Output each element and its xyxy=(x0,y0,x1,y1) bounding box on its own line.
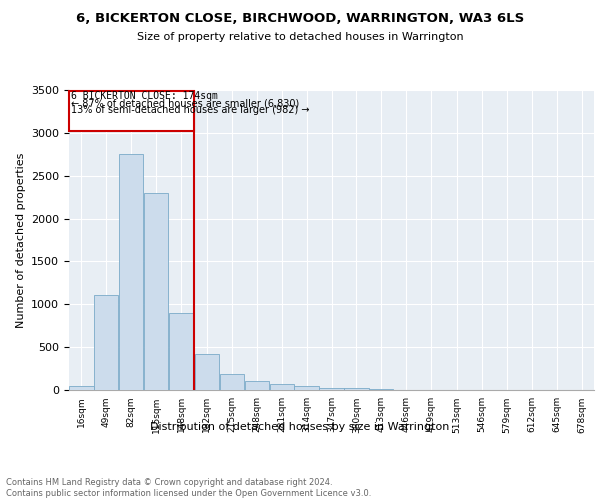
FancyBboxPatch shape xyxy=(69,91,194,131)
Bar xyxy=(119,154,143,390)
Y-axis label: Number of detached properties: Number of detached properties xyxy=(16,152,26,328)
Bar xyxy=(319,388,344,390)
Bar xyxy=(94,296,118,390)
Text: ← 87% of detached houses are smaller (6,830): ← 87% of detached houses are smaller (6,… xyxy=(71,98,299,108)
Bar xyxy=(269,384,294,390)
Bar xyxy=(220,374,244,390)
Bar xyxy=(144,193,169,390)
Text: Contains HM Land Registry data © Crown copyright and database right 2024.
Contai: Contains HM Land Registry data © Crown c… xyxy=(6,478,371,498)
Bar xyxy=(295,386,319,390)
Bar xyxy=(344,388,368,390)
Bar xyxy=(369,389,394,390)
Text: 6, BICKERTON CLOSE, BIRCHWOOD, WARRINGTON, WA3 6LS: 6, BICKERTON CLOSE, BIRCHWOOD, WARRINGTO… xyxy=(76,12,524,26)
Bar xyxy=(195,354,219,390)
Bar xyxy=(70,386,94,390)
Text: 6 BICKERTON CLOSE: 174sqm: 6 BICKERTON CLOSE: 174sqm xyxy=(71,92,218,102)
Bar xyxy=(245,380,269,390)
Text: Distribution of detached houses by size in Warrington: Distribution of detached houses by size … xyxy=(151,422,449,432)
Text: 13% of semi-detached houses are larger (982) →: 13% of semi-detached houses are larger (… xyxy=(71,105,310,115)
Text: Size of property relative to detached houses in Warrington: Size of property relative to detached ho… xyxy=(137,32,463,42)
Bar xyxy=(169,313,193,390)
